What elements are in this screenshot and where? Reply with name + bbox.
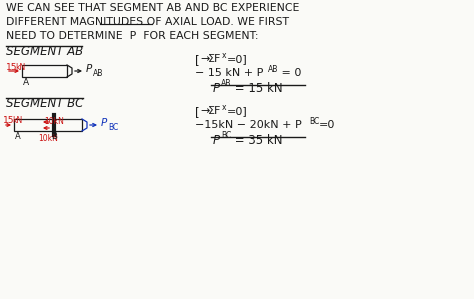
Bar [14, 119, 54, 131]
Text: →: → [200, 106, 210, 116]
Text: ΣF: ΣF [208, 106, 221, 116]
Text: A: A [23, 78, 29, 87]
Text: 15: 15 [6, 63, 18, 72]
Text: AB: AB [268, 65, 278, 74]
Text: AB: AB [93, 69, 103, 79]
Text: =0: =0 [319, 120, 336, 130]
Text: AB: AB [221, 79, 231, 88]
Text: P: P [213, 82, 220, 95]
Text: = 35 kN: = 35 kN [231, 134, 283, 147]
Text: 10kN: 10kN [38, 134, 58, 143]
Text: kN: kN [15, 63, 25, 72]
Text: x: x [222, 51, 227, 60]
Text: [: [ [195, 54, 200, 67]
Text: A: A [15, 132, 21, 141]
Text: DIFFERENT MAGNITUDES OF AXIAL LOAD. WE FIRST: DIFFERENT MAGNITUDES OF AXIAL LOAD. WE F… [6, 17, 289, 27]
Text: 10kN: 10kN [44, 117, 64, 126]
Text: =0]: =0] [227, 106, 248, 116]
Bar [54, 119, 82, 131]
Text: WE CAN SEE THAT SEGMENT AB AND BC EXPERIENCE: WE CAN SEE THAT SEGMENT AB AND BC EXPERI… [6, 3, 300, 13]
Text: ΣF: ΣF [208, 54, 221, 64]
Text: − 15 kN + P: − 15 kN + P [195, 68, 264, 78]
Text: x: x [222, 103, 227, 112]
Text: P: P [101, 118, 107, 128]
Text: =0]: =0] [227, 54, 248, 64]
Bar [22, 65, 67, 77]
Text: BC: BC [108, 123, 118, 132]
Text: B: B [51, 132, 57, 141]
Text: SEGMENT BC: SEGMENT BC [6, 97, 83, 110]
Text: SEGMENT AB: SEGMENT AB [6, 45, 83, 58]
Text: [: [ [195, 106, 200, 119]
Text: →: → [200, 54, 210, 64]
Text: = 15 kN: = 15 kN [231, 82, 283, 95]
Text: kN: kN [12, 116, 22, 125]
Text: NEED TO DETERMINE  P  FOR EACH SEGMENT:: NEED TO DETERMINE P FOR EACH SEGMENT: [6, 31, 258, 41]
Text: = 0: = 0 [278, 68, 301, 78]
Text: P: P [213, 134, 220, 147]
Text: 15: 15 [3, 116, 15, 125]
Text: BC: BC [221, 131, 231, 140]
Text: P: P [86, 64, 92, 74]
Text: BC: BC [309, 117, 319, 126]
Text: −15kN − 20kN + P: −15kN − 20kN + P [195, 120, 302, 130]
